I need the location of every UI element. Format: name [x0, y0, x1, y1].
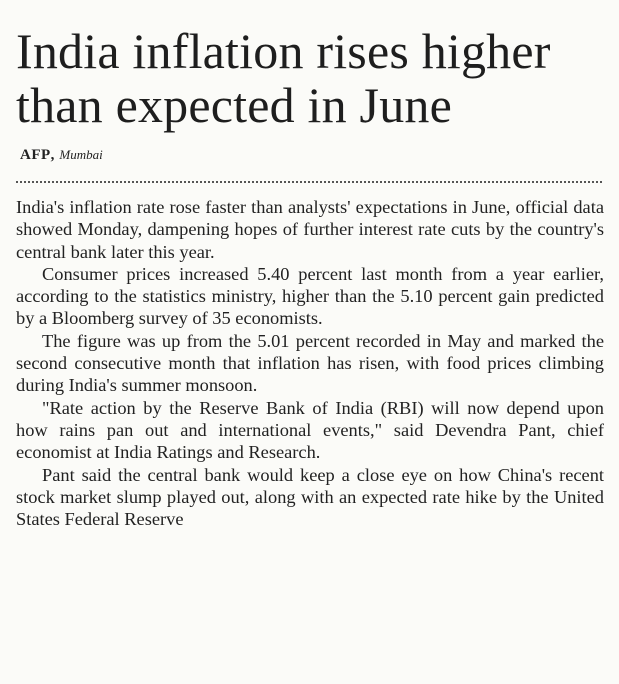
article-body: India's inflation rate rose faster than …	[16, 196, 604, 530]
body-paragraph-2: Consumer prices increased 5.40 percent l…	[16, 263, 604, 329]
byline: AFP, Mumbai	[20, 146, 103, 164]
body-paragraph-4: "Rate action by the Reserve Bank of Indi…	[16, 397, 604, 463]
body-paragraph-5: Pant said the central bank would keep a …	[16, 464, 604, 530]
dotted-divider	[16, 181, 602, 183]
body-paragraph-3: The figure was up from the 5.01 percent …	[16, 330, 604, 396]
byline-location: Mumbai	[59, 147, 103, 162]
body-paragraph-1: India's inflation rate rose faster than …	[16, 197, 604, 262]
byline-agency: AFP	[20, 147, 51, 163]
byline-separator: ,	[50, 147, 55, 163]
headline: India inflation rises higher than expect…	[16, 23, 551, 133]
